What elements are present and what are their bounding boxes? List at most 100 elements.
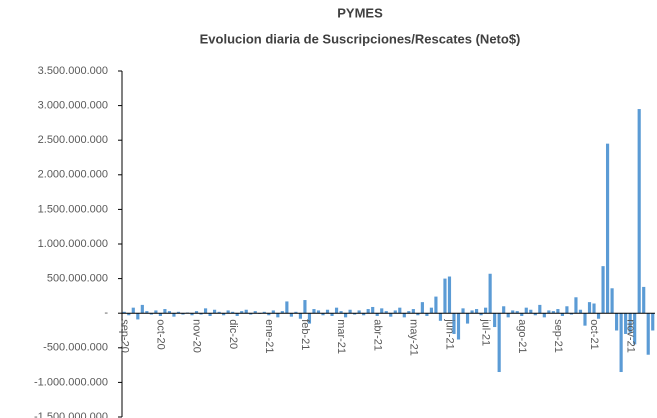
bar bbox=[298, 313, 303, 319]
y-tick-label: 3.000.000.000 bbox=[38, 100, 108, 112]
bar bbox=[402, 313, 406, 318]
bar bbox=[136, 313, 140, 320]
bar bbox=[524, 307, 528, 314]
bar bbox=[154, 310, 158, 314]
bar bbox=[587, 302, 592, 314]
bar bbox=[624, 313, 628, 334]
bar bbox=[357, 310, 361, 314]
bar bbox=[267, 313, 271, 316]
bar bbox=[533, 313, 537, 316]
y-tick-label: - bbox=[104, 307, 108, 319]
bar bbox=[280, 311, 284, 314]
x-tick-label: jun-21 bbox=[444, 318, 456, 350]
bar bbox=[615, 313, 619, 331]
bar bbox=[398, 307, 402, 314]
x-tick-label: may-21 bbox=[407, 319, 419, 356]
x-tick-label: oct-20 bbox=[154, 319, 166, 350]
y-tick-label: 1.000.000.000 bbox=[38, 238, 108, 250]
bar bbox=[127, 313, 131, 316]
x-tick-label: nov-21 bbox=[624, 319, 636, 353]
bar bbox=[556, 309, 560, 314]
bar bbox=[163, 309, 167, 314]
bar bbox=[465, 313, 470, 324]
bar bbox=[470, 310, 474, 314]
bar bbox=[443, 278, 447, 314]
y-tick-label: 3.500.000.000 bbox=[38, 65, 108, 77]
bar bbox=[497, 313, 501, 373]
bar bbox=[330, 313, 334, 316]
x-tick-label: ago-21 bbox=[516, 319, 528, 353]
x-tick-label: feb-21 bbox=[299, 319, 311, 350]
bar bbox=[158, 313, 162, 316]
bar bbox=[393, 310, 397, 314]
bar bbox=[425, 313, 429, 316]
y-tick-label: -1.000.000.000 bbox=[34, 376, 108, 388]
bar bbox=[145, 311, 149, 314]
bar bbox=[642, 286, 646, 314]
bar bbox=[375, 313, 379, 316]
bar bbox=[493, 313, 497, 328]
bar bbox=[244, 309, 248, 314]
chart-title: PYMES bbox=[337, 5, 383, 20]
bar bbox=[578, 309, 583, 314]
bar bbox=[271, 310, 275, 314]
bar bbox=[240, 311, 244, 314]
x-tick-label: abr-21 bbox=[371, 319, 383, 351]
bar bbox=[194, 311, 199, 314]
bar bbox=[619, 313, 623, 373]
bar bbox=[285, 301, 289, 314]
bar bbox=[203, 308, 208, 314]
bar bbox=[181, 313, 185, 315]
bar bbox=[249, 313, 253, 315]
y-tick-label: -1.500.000.000 bbox=[34, 411, 108, 418]
bar bbox=[199, 313, 203, 315]
bar bbox=[605, 143, 610, 314]
bar bbox=[303, 300, 307, 314]
bar bbox=[122, 311, 126, 314]
bar bbox=[438, 313, 443, 321]
bar bbox=[140, 304, 144, 314]
x-tick-label: ene-21 bbox=[263, 319, 275, 353]
x-tick-label: dic-20 bbox=[227, 319, 239, 349]
y-tick-label: -500.000.000 bbox=[43, 342, 108, 354]
bar bbox=[380, 308, 384, 314]
bar bbox=[149, 313, 153, 315]
bar bbox=[637, 109, 641, 314]
bar bbox=[520, 313, 524, 316]
bar bbox=[325, 309, 330, 314]
y-tick-label: 500.000.000 bbox=[47, 273, 108, 285]
bar bbox=[276, 313, 280, 318]
bar bbox=[384, 311, 388, 314]
bar bbox=[289, 313, 293, 317]
bar bbox=[420, 302, 424, 314]
bar bbox=[176, 311, 181, 314]
bar bbox=[592, 303, 596, 314]
bar bbox=[452, 313, 456, 334]
bar bbox=[461, 308, 465, 314]
bar bbox=[565, 306, 569, 314]
bar bbox=[235, 313, 239, 316]
bar bbox=[646, 313, 650, 355]
bar bbox=[511, 310, 515, 314]
bar bbox=[321, 313, 325, 316]
bar bbox=[226, 310, 230, 314]
x-tick-label: sep-21 bbox=[552, 319, 564, 353]
bar bbox=[583, 313, 587, 326]
bar bbox=[542, 313, 546, 318]
bar bbox=[294, 311, 298, 314]
bar bbox=[574, 297, 578, 314]
bar bbox=[131, 307, 135, 314]
bar bbox=[222, 313, 226, 316]
bar bbox=[231, 311, 235, 314]
x-tick-label: jul-21 bbox=[480, 318, 492, 346]
bar bbox=[502, 306, 506, 314]
bar bbox=[601, 266, 605, 314]
bar bbox=[547, 310, 551, 314]
bar bbox=[262, 311, 266, 314]
bar bbox=[316, 310, 321, 314]
bar bbox=[411, 309, 415, 314]
bar bbox=[429, 307, 433, 314]
x-tick-label: mar-21 bbox=[335, 319, 347, 354]
chart-subtitle: Evolucion diaria de Suscripciones/Rescat… bbox=[200, 31, 521, 46]
